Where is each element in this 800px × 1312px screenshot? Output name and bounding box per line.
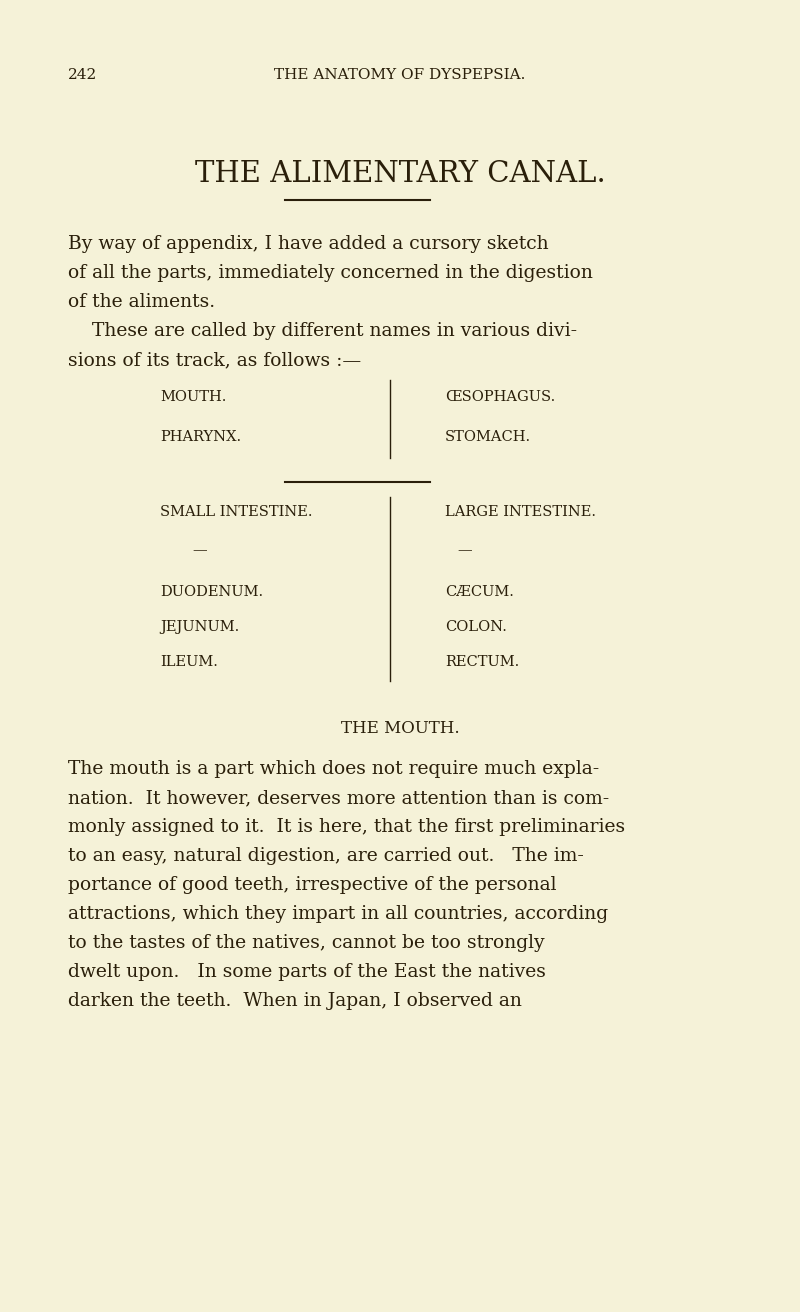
Text: darken the teeth.  When in Japan, I observed an: darken the teeth. When in Japan, I obser…	[68, 992, 522, 1010]
Text: of all the parts, immediately concerned in the digestion: of all the parts, immediately concerned …	[68, 264, 593, 282]
Text: CÆCUM.: CÆCUM.	[445, 585, 514, 600]
Text: THE ANATOMY OF DYSPEPSIA.: THE ANATOMY OF DYSPEPSIA.	[274, 68, 526, 81]
Text: to an easy, natural digestion, are carried out.   The im-: to an easy, natural digestion, are carri…	[68, 848, 584, 865]
Text: ŒSOPHAGUS.: ŒSOPHAGUS.	[445, 390, 555, 404]
Text: dwelt upon.   In some parts of the East the natives: dwelt upon. In some parts of the East th…	[68, 963, 546, 981]
Text: PHARYNX.: PHARYNX.	[160, 430, 241, 443]
Text: 242: 242	[68, 68, 98, 81]
Text: DUODENUM.: DUODENUM.	[160, 585, 263, 600]
Text: portance of good teeth, irrespective of the personal: portance of good teeth, irrespective of …	[68, 876, 557, 893]
Text: JEJUNUM.: JEJUNUM.	[160, 621, 239, 634]
Text: SMALL INTESTINE.: SMALL INTESTINE.	[160, 505, 313, 520]
Text: The mouth is a part which does not require much expla-: The mouth is a part which does not requi…	[68, 760, 599, 778]
Text: monly assigned to it.  It is here, that the first preliminaries: monly assigned to it. It is here, that t…	[68, 817, 625, 836]
Text: —: —	[457, 543, 472, 558]
Text: attractions, which they impart in all countries, according: attractions, which they impart in all co…	[68, 905, 608, 924]
Text: MOUTH.: MOUTH.	[160, 390, 226, 404]
Text: to the tastes of the natives, cannot be too strongly: to the tastes of the natives, cannot be …	[68, 934, 545, 953]
Text: —: —	[192, 543, 206, 558]
Text: ILEUM.: ILEUM.	[160, 655, 218, 669]
Text: THE MOUTH.: THE MOUTH.	[341, 720, 459, 737]
Text: LARGE INTESTINE.: LARGE INTESTINE.	[445, 505, 596, 520]
Text: RECTUM.: RECTUM.	[445, 655, 519, 669]
Text: COLON.: COLON.	[445, 621, 507, 634]
Text: sions of its track, as follows :—: sions of its track, as follows :—	[68, 352, 362, 369]
Text: These are called by different names in various divi-: These are called by different names in v…	[68, 321, 577, 340]
Text: nation.  It however, deserves more attention than is com-: nation. It however, deserves more attent…	[68, 789, 610, 807]
Text: of the aliments.: of the aliments.	[68, 293, 215, 311]
Text: THE ALIMENTARY CANAL.: THE ALIMENTARY CANAL.	[194, 160, 606, 188]
Text: By way of appendix, I have added a cursory sketch: By way of appendix, I have added a curso…	[68, 235, 549, 253]
Text: STOMACH.: STOMACH.	[445, 430, 531, 443]
